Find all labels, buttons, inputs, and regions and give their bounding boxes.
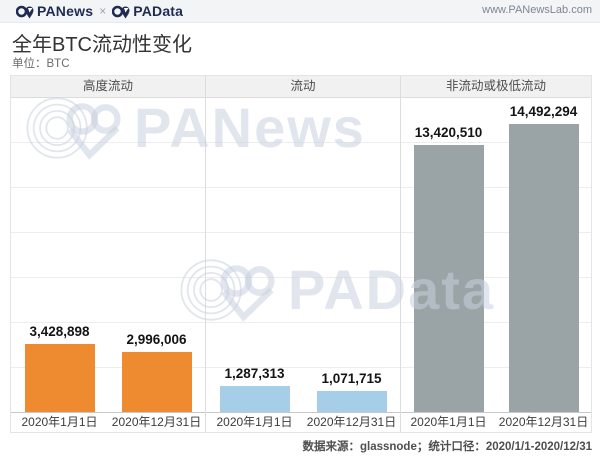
bar-value-label: 13,420,510 (414, 125, 483, 140)
panews-logo-icon (16, 5, 34, 18)
x-tick-label: 2020年1月1日 (216, 415, 293, 429)
padata-logo-text: PAData (133, 3, 184, 19)
panel-header-label: 流动 (206, 76, 400, 98)
bar-slot: 14,492,294 (496, 104, 591, 412)
bar-slot: 13,420,510 (401, 125, 496, 412)
bar-value-label: 1,071,715 (321, 371, 382, 386)
panel-plot-area: 1,287,313 1,071,715 (206, 98, 400, 412)
bar-slot: 2,996,006 (108, 332, 205, 412)
bar-value-label: 14,492,294 (509, 104, 578, 119)
panews-logo-text: PANews (37, 3, 94, 19)
bar (219, 386, 290, 412)
panel-tick-row: 2020年1月1日 2020年12月31日 (11, 412, 205, 432)
bar-slot: 3,428,898 (11, 324, 108, 412)
padata-logo-icon (112, 5, 130, 18)
chart-panel: 高度流动 3,428,898 2,996,006 2020年1月1日 2020年12月3… (11, 76, 206, 432)
panel-tick-row: 2020年1月1日 2020年12月31日 (206, 412, 400, 432)
bar (413, 145, 484, 412)
data-source-note: 数据来源：glassnode；统计口径：2020/1/1-2020/12/31 (302, 441, 592, 453)
bar (24, 344, 95, 412)
bar (508, 124, 579, 412)
bar (121, 352, 192, 412)
website-url: www.PANewsLab.com (482, 4, 592, 16)
bar-slot: 1,287,313 (206, 366, 303, 412)
panel-header-label: 非流动或极低流动 (401, 76, 591, 98)
bar-slot: 1,071,715 (303, 371, 400, 412)
x-tick-label: 2020年12月31日 (111, 415, 202, 429)
bar-value-label: 1,287,313 (224, 366, 285, 381)
bar (316, 391, 387, 412)
panel-header-label: 高度流动 (11, 76, 205, 98)
page-title: 全年BTC流动性变化 (12, 34, 192, 56)
panel-plot-area: 3,428,898 2,996,006 (11, 98, 205, 412)
unit-label: 单位：BTC (12, 58, 70, 70)
brand-logos: PANews × PAData (16, 3, 183, 19)
top-bar: PANews × PAData www.PANewsLab.com (0, 0, 600, 23)
x-tick-label: 2020年12月31日 (498, 415, 589, 429)
bar-value-label: 2,996,006 (126, 332, 187, 347)
x-tick-label: 2020年12月31日 (306, 415, 397, 429)
bar-value-label: 3,428,898 (29, 324, 90, 339)
panel-tick-row: 2020年1月1日 2020年12月31日 (401, 412, 591, 432)
bar-chart: 高度流动 3,428,898 2,996,006 2020年1月1日 2020年12月3… (10, 75, 592, 433)
x-tick-label: 2020年1月1日 (410, 415, 487, 429)
chart-panel: 非流动或极低流动 13,420,510 14,492,294 2020年1月1日 202… (401, 76, 591, 432)
logo-separator: × (99, 4, 107, 18)
panel-plot-area: 13,420,510 14,492,294 (401, 98, 591, 412)
chart-panel: 流动 1,287,313 1,071,715 2020年1月1日 2020年12月31日 (206, 76, 401, 432)
x-tick-label: 2020年1月1日 (21, 415, 98, 429)
